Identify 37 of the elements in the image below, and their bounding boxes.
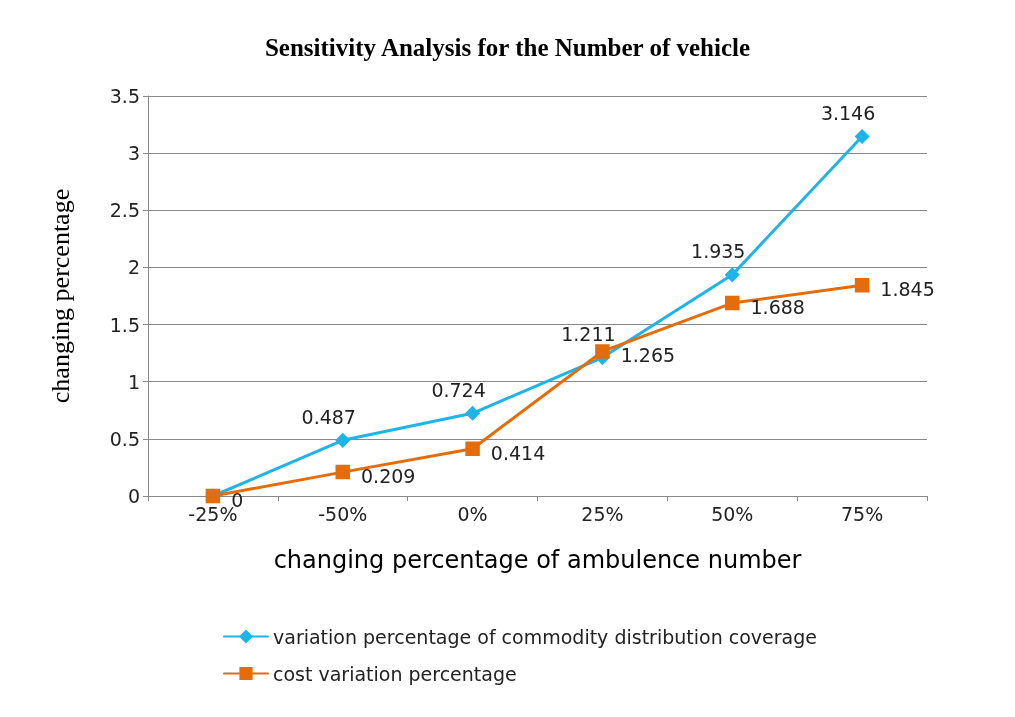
data-label: 3.146 — [820, 101, 876, 124]
data-label: 1.211 — [561, 322, 616, 345]
data-label: 1.935 — [691, 240, 746, 263]
data-label: 1.265 — [620, 344, 676, 367]
point — [465, 406, 480, 421]
x-tick-label: 50% — [711, 502, 754, 525]
data-label: 0.414 — [490, 441, 546, 464]
y-tick-label: 2 — [127, 256, 140, 279]
chart-title: Sensitivity Analysis for the Number of vehicle — [264, 34, 751, 61]
point — [725, 267, 740, 283]
y-tick-label: 3.5 — [109, 85, 140, 107]
y-tick-label: 0.5 — [109, 427, 140, 450]
y-tick-label: 1.5 — [109, 313, 140, 336]
x-tick-label: 0% — [457, 502, 488, 525]
y-tick-label: 1 — [127, 370, 140, 393]
point — [335, 433, 350, 448]
data-label: 0.209 — [361, 465, 416, 488]
point — [465, 441, 480, 456]
y-tick-label: 3 — [127, 142, 140, 165]
data-label: 1.688 — [750, 296, 805, 319]
legend-label: variation percentage of commodity distribution coverage — [273, 625, 817, 648]
data-label: 1.845 — [880, 278, 935, 301]
data-label: 0.487 — [301, 405, 356, 428]
x-tick-label: -50% — [318, 502, 368, 525]
point — [854, 129, 870, 144]
x-tick-label: 75% — [840, 502, 884, 525]
point — [595, 344, 610, 359]
point — [854, 277, 870, 293]
x-axis-title: changing percentage of ambulence number — [273, 546, 802, 574]
y-axis-title: changing percentage — [45, 188, 75, 404]
legend-label: cost variation percentage — [273, 662, 517, 685]
point — [335, 464, 350, 480]
x-tick-label: 25% — [581, 502, 624, 525]
point — [725, 295, 740, 311]
y-tick-label: 0 — [127, 485, 140, 507]
data-label: 0.724 — [431, 378, 486, 401]
y-tick-label: 2.5 — [109, 199, 140, 222]
